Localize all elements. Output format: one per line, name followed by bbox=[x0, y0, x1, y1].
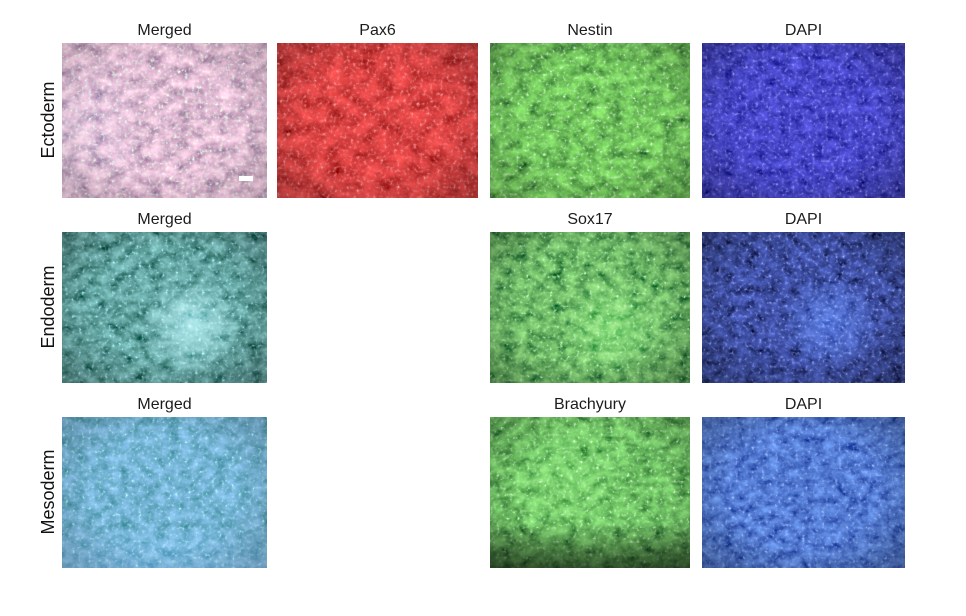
micrograph-texture bbox=[490, 417, 690, 568]
panel-title-brachyury: Brachyury bbox=[553, 396, 627, 413]
panel-title-nestin: Nestin bbox=[567, 22, 613, 39]
micrograph-texture bbox=[277, 43, 478, 198]
row-label-mesoderm: Mesoderm bbox=[38, 449, 58, 535]
micrograph-texture bbox=[62, 43, 267, 198]
micrograph-mesoderm-brachyury bbox=[490, 417, 690, 568]
panel-title-merged: Merged bbox=[137, 211, 192, 228]
panel-title-dapi: DAPI bbox=[784, 211, 823, 228]
row-label-ectoderm: Ectoderm bbox=[38, 81, 58, 159]
micrograph-texture bbox=[62, 232, 267, 383]
micrograph-texture bbox=[490, 43, 690, 198]
panel-ectoderm-nestin: Nestin bbox=[490, 22, 690, 198]
panel-title-dapi: DAPI bbox=[784, 22, 823, 39]
panel-title-pax6: Pax6 bbox=[359, 22, 396, 39]
panel-ectoderm-dapi: DAPI bbox=[702, 22, 905, 198]
panel-mesoderm-brachyury: Brachyury bbox=[490, 396, 690, 568]
panel-endoderm-dapi: DAPI bbox=[702, 211, 905, 383]
scale-bar bbox=[239, 176, 253, 181]
panel-mesoderm-dapi: DAPI bbox=[702, 396, 905, 568]
panel-ectoderm-merged: Merged bbox=[62, 22, 267, 198]
panel-title-dapi: DAPI bbox=[784, 396, 823, 413]
panel-mesoderm-merged: Merged bbox=[62, 396, 267, 568]
micrograph-endoderm-merged bbox=[62, 232, 267, 383]
micrograph-texture bbox=[490, 232, 690, 383]
micrograph-endoderm-dapi bbox=[702, 232, 905, 383]
panel-title-sox17: Sox17 bbox=[567, 211, 613, 228]
micrograph-ectoderm-nestin bbox=[490, 43, 690, 198]
micrograph-texture bbox=[702, 232, 905, 383]
micrograph-ectoderm-merged bbox=[62, 43, 267, 198]
micrograph-endoderm-sox17 bbox=[490, 232, 690, 383]
row-label-endoderm: Endoderm bbox=[38, 265, 58, 349]
panel-title-merged: Merged bbox=[137, 396, 192, 413]
panel-title-merged: Merged bbox=[137, 22, 192, 39]
panel-ectoderm-pax6: Pax6 bbox=[277, 22, 478, 198]
micrograph-texture bbox=[702, 417, 905, 568]
panel-endoderm-sox17: Sox17 bbox=[490, 211, 690, 383]
micrograph-ectoderm-pax6 bbox=[277, 43, 478, 198]
micrograph-texture bbox=[702, 43, 905, 198]
micrograph-texture bbox=[62, 417, 267, 568]
micrograph-mesoderm-merged bbox=[62, 417, 267, 568]
panel-endoderm-merged: Merged bbox=[62, 211, 267, 383]
micrograph-mesoderm-dapi bbox=[702, 417, 905, 568]
micrograph-ectoderm-dapi bbox=[702, 43, 905, 198]
